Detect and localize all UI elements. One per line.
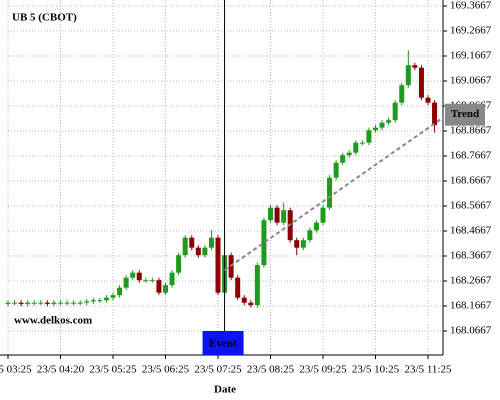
candle-body xyxy=(333,162,339,178)
candle-body xyxy=(169,272,175,286)
candle-body xyxy=(176,255,182,273)
y-tick-label: 169.3667 xyxy=(450,0,492,12)
candle-body xyxy=(294,240,300,248)
candle-body xyxy=(274,207,280,223)
candle-body xyxy=(189,237,195,248)
y-tick-label: 168.7667 xyxy=(450,150,492,162)
candle-body xyxy=(366,130,372,143)
candle-body xyxy=(31,302,37,304)
x-tick-label: 23/5 10:25 xyxy=(352,364,400,376)
y-tick-label: 169.2667 xyxy=(450,25,492,37)
candle-body xyxy=(163,285,168,293)
y-tick-label: 168.8667 xyxy=(450,125,492,137)
candle-body xyxy=(110,295,116,298)
y-tick-label: 168.4667 xyxy=(450,225,492,237)
y-tick-label: 168.1667 xyxy=(450,300,492,312)
trend-box xyxy=(445,103,485,126)
candle-body xyxy=(195,247,201,256)
candle-body xyxy=(241,297,247,303)
candle-body xyxy=(235,277,241,298)
x-tick-label: 23/5 04:20 xyxy=(37,364,85,376)
candle-body xyxy=(392,102,398,121)
y-tick-label: 169.0667 xyxy=(450,75,492,87)
candle-body xyxy=(103,297,109,301)
x-tick-label: 23/5 05:25 xyxy=(89,364,137,376)
trend-line xyxy=(223,116,444,271)
candle-body xyxy=(149,280,155,282)
candle-body xyxy=(208,237,214,248)
event-label: Event xyxy=(209,338,237,350)
candle-body xyxy=(405,65,411,86)
candle-body xyxy=(71,302,77,304)
candle-body xyxy=(248,302,254,306)
candle-body xyxy=(412,65,418,68)
candle-body xyxy=(202,247,208,256)
y-tick-label: 168.5667 xyxy=(450,200,492,212)
x-axis-label: Date xyxy=(214,384,236,396)
candle-body xyxy=(182,237,188,256)
candle-body xyxy=(58,302,63,304)
candle-body xyxy=(307,230,313,241)
candle-body xyxy=(425,97,431,103)
watermark: UB 5 (CBOT) xyxy=(12,12,77,24)
x-tick-label: 23/5 07:25 xyxy=(194,364,242,376)
candle-body xyxy=(123,277,129,288)
y-tick-label: 168.3667 xyxy=(450,250,492,262)
candle-body xyxy=(340,155,346,163)
candle-body xyxy=(418,67,424,98)
candle-body xyxy=(399,85,405,103)
y-tick-label: 168.0667 xyxy=(450,325,492,337)
candle-body xyxy=(268,207,273,221)
y-tick-label: 168.6667 xyxy=(450,175,492,187)
candle-body xyxy=(359,142,365,144)
candle-body xyxy=(143,280,149,282)
candle-body xyxy=(25,302,31,304)
candle-body xyxy=(373,127,378,131)
candle-body xyxy=(90,300,96,302)
candle-body xyxy=(261,220,267,266)
y-tick-label: 169.1667 xyxy=(450,50,492,62)
trend-label: Trend xyxy=(451,108,479,120)
x-tick-label: 23/5 03:25 xyxy=(0,364,32,376)
candle-body xyxy=(18,302,24,304)
candle-body xyxy=(44,302,50,304)
candle-body xyxy=(254,265,260,306)
candle-body xyxy=(130,272,136,278)
event-box xyxy=(202,331,244,355)
y-tick-label: 168.2667 xyxy=(450,275,492,287)
source: www.delkos.com xyxy=(14,315,92,327)
candle-body xyxy=(97,300,103,302)
candle-body xyxy=(117,287,123,296)
candle-body xyxy=(432,102,438,126)
candle-body xyxy=(84,301,90,303)
candle-body xyxy=(38,302,44,304)
x-tick-label: 23/5 09:25 xyxy=(299,364,347,376)
candle-body xyxy=(64,302,70,304)
candle-body xyxy=(215,237,221,293)
x-tick-label: 23/5 06:25 xyxy=(142,364,190,376)
candle-body xyxy=(327,177,333,208)
candle-body xyxy=(353,142,359,153)
candle-body xyxy=(136,272,142,281)
candle-body xyxy=(5,302,11,304)
candle-body xyxy=(281,210,287,223)
candle-body xyxy=(313,222,319,231)
x-tick-label: 23/5 08:25 xyxy=(247,364,295,376)
candle-body xyxy=(379,122,385,128)
candle-body xyxy=(156,280,162,293)
x-tick-label: 23/5 11:25 xyxy=(405,364,452,376)
candle-body xyxy=(386,120,392,123)
candle-body xyxy=(346,152,352,156)
candle-body xyxy=(51,302,57,304)
candle-body xyxy=(320,207,326,223)
candle-body xyxy=(77,302,83,304)
candle-body xyxy=(300,240,306,248)
candle-body xyxy=(12,302,18,304)
